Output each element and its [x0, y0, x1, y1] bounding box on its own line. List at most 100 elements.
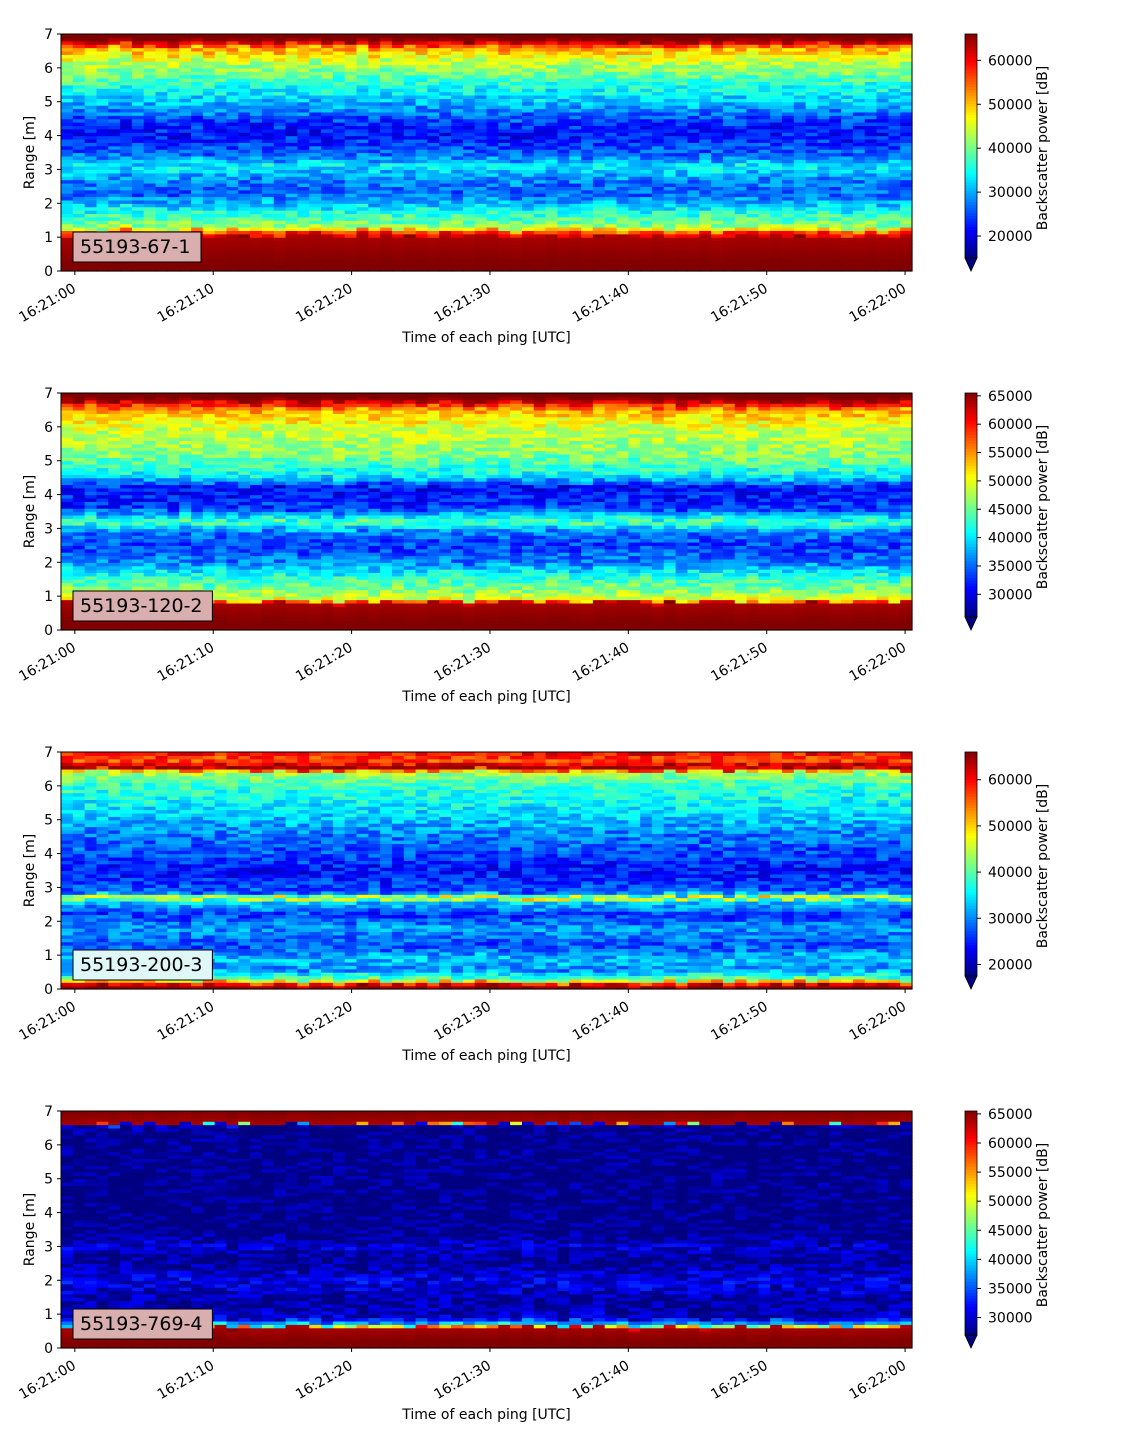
- heatmap-cell: [96, 159, 109, 164]
- heatmap-cell: [321, 67, 334, 72]
- heatmap-cell: [403, 74, 417, 79]
- heatmap-cell: [474, 223, 488, 228]
- heatmap-cell: [155, 81, 168, 86]
- heatmap-cell: [261, 216, 275, 221]
- heatmap-cell: [439, 88, 452, 93]
- heatmap-cell: [498, 223, 511, 228]
- heatmap-cell: [368, 162, 381, 167]
- heatmap-cell: [604, 237, 618, 242]
- heatmap-cell: [167, 94, 180, 99]
- heatmap-cell: [628, 125, 641, 130]
- heatmap-cell: [628, 78, 641, 82]
- heatmap-cell: [108, 91, 121, 96]
- heatmap-cell: [462, 223, 476, 228]
- heatmap-cell: [486, 37, 499, 42]
- heatmap-cell: [498, 179, 511, 184]
- heatmap-cell: [581, 142, 594, 147]
- heatmap-cell: [226, 196, 239, 201]
- heatmap-cell: [427, 122, 440, 127]
- heatmap-cell: [403, 149, 417, 154]
- heatmap-cell: [533, 257, 547, 262]
- heatmap-cell: [155, 37, 168, 42]
- heatmap-cell: [462, 132, 476, 137]
- heatmap-cell: [143, 44, 157, 49]
- heatmap-cell: [179, 61, 192, 66]
- heatmap-cell: [191, 44, 204, 49]
- heatmap-cell: [427, 264, 440, 269]
- heatmap-cell: [344, 210, 358, 215]
- heatmap-cell: [592, 149, 606, 154]
- heatmap-cell: [356, 189, 369, 194]
- heatmap-cell: [616, 105, 629, 110]
- heatmap-cell: [533, 230, 547, 235]
- heatmap-cell: [214, 237, 228, 242]
- heatmap-cell: [285, 264, 298, 269]
- heatmap-cell: [474, 260, 488, 265]
- heatmap-cell: [226, 267, 239, 272]
- heatmap-cell: [297, 226, 310, 231]
- heatmap-cell: [533, 142, 547, 147]
- heatmap-cell: [238, 64, 251, 69]
- heatmap-cell: [273, 122, 287, 127]
- heatmap-cell: [474, 233, 488, 238]
- heatmap-cell: [628, 152, 641, 157]
- heatmap-cell: [439, 122, 452, 127]
- heatmap-cell: [202, 98, 216, 103]
- heatmap-cell: [474, 206, 488, 211]
- heatmap-cell: [628, 223, 641, 228]
- heatmap-cell: [226, 203, 239, 208]
- heatmap-cell: [462, 115, 476, 120]
- heatmap-cell: [321, 230, 334, 235]
- heatmap-cell: [391, 216, 405, 221]
- heatmap-cell: [297, 260, 310, 265]
- heatmap-cell: [521, 40, 535, 45]
- heatmap-cell: [250, 257, 263, 262]
- heatmap-cell: [143, 260, 157, 265]
- heatmap-cell: [569, 216, 582, 221]
- heatmap-cell: [297, 189, 310, 194]
- heatmap-cell: [214, 111, 228, 116]
- heatmap-cell: [273, 257, 287, 262]
- heatmap-cell: [533, 149, 547, 154]
- heatmap-cell: [179, 206, 192, 211]
- heatmap-cell: [427, 159, 440, 164]
- heatmap-cell: [592, 71, 606, 76]
- heatmap-cell: [403, 166, 417, 171]
- heatmap-cell: [344, 84, 358, 89]
- heatmap-cell: [592, 47, 606, 52]
- heatmap-cell: [273, 169, 287, 174]
- heatmap-cell: [545, 81, 559, 86]
- heatmap-cell: [191, 267, 204, 272]
- heatmap-cell: [474, 155, 488, 160]
- heatmap-cell: [486, 257, 499, 262]
- heatmap-cell: [403, 108, 417, 113]
- heatmap-cell: [285, 257, 298, 262]
- heatmap-cell: [545, 166, 559, 171]
- heatmap-cell: [510, 135, 523, 140]
- heatmap-cell: [285, 122, 298, 127]
- heatmap-cell: [202, 237, 216, 242]
- heatmap-cell: [344, 94, 358, 99]
- heatmap-cell: [415, 78, 428, 82]
- heatmap-cell: [285, 61, 298, 66]
- heatmap-cell: [841, 34, 854, 38]
- heatmap-cell: [167, 54, 180, 59]
- heatmap-cell: [344, 193, 358, 198]
- heatmap-cell: [699, 34, 712, 38]
- heatmap-cell: [628, 47, 641, 52]
- heatmap-cell: [297, 91, 310, 96]
- heatmap-cell: [84, 220, 98, 225]
- heatmap-cell: [356, 216, 369, 221]
- heatmap-cell: [391, 132, 405, 137]
- heatmap-cell: [391, 213, 405, 218]
- heatmap-cell: [179, 111, 192, 116]
- heatmap-cell: [84, 61, 98, 66]
- heatmap-cell: [309, 220, 322, 225]
- heatmap-cell: [545, 84, 559, 89]
- heatmap-cell: [309, 132, 322, 137]
- heatmap-cell: [592, 98, 606, 103]
- heatmap-cell: [356, 260, 369, 265]
- heatmap-cell: [226, 213, 239, 218]
- heatmap-cell: [581, 94, 594, 99]
- heatmap-cell: [486, 243, 499, 248]
